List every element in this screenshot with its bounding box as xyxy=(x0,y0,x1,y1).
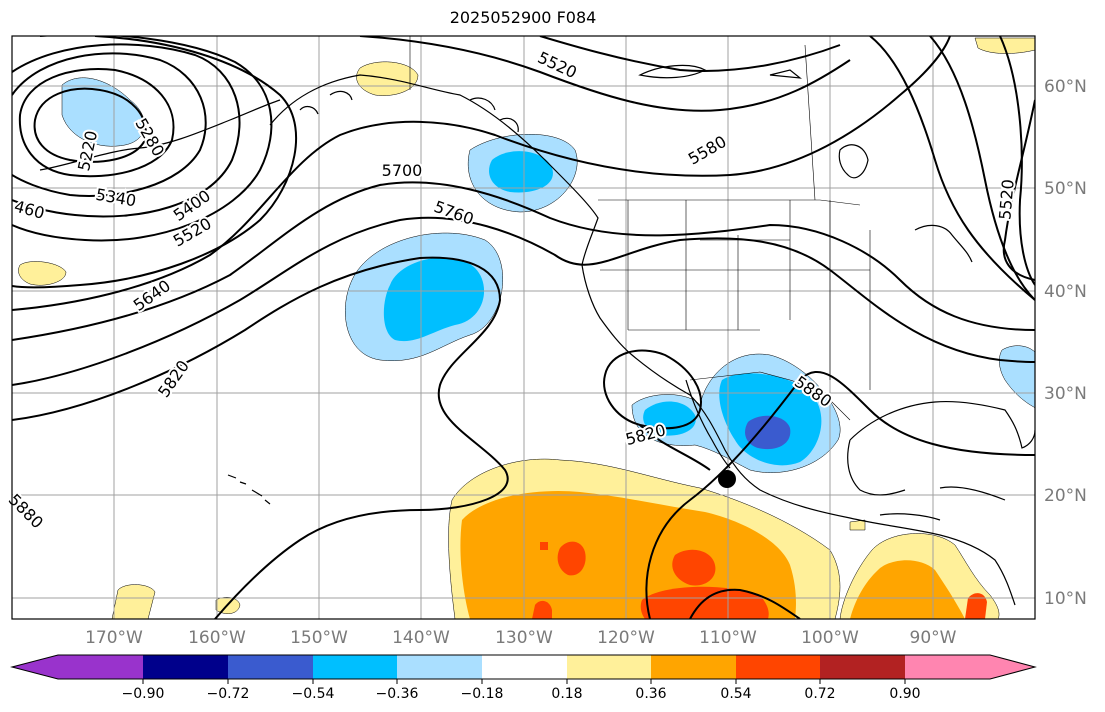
colorbar-swatch xyxy=(736,655,822,679)
lon-label: 150°W xyxy=(290,628,348,648)
anomaly-shading xyxy=(18,37,1035,619)
location-marker-icon xyxy=(718,470,736,488)
colorbar-swatch xyxy=(228,655,314,679)
colorbar-tick-label: −0.36 xyxy=(376,686,419,702)
colorbar-swatch xyxy=(143,655,229,679)
contour-label: 5700 xyxy=(382,161,423,180)
latitude-labels: 60°N 50°N 40°N 30°N 20°N 10°N xyxy=(1044,77,1087,609)
colorbar-tick-label: −0.90 xyxy=(122,686,165,702)
map-title: 2025052900 F084 xyxy=(449,8,597,27)
lon-label: 120°W xyxy=(597,628,655,648)
lon-label: 130°W xyxy=(495,628,553,648)
colorbar-extend-high xyxy=(990,655,1035,679)
colorbar-tick-label: 0.18 xyxy=(551,686,582,702)
colorbar-tick-label: −0.18 xyxy=(461,686,504,702)
lat-label: 50°N xyxy=(1044,179,1087,199)
colorbar-swatch xyxy=(313,655,399,679)
lat-label: 10°N xyxy=(1044,589,1087,609)
colorbar-tick-label: 0.72 xyxy=(804,686,835,702)
colorbar-swatch xyxy=(397,655,483,679)
colorbar-swatch xyxy=(820,655,906,679)
colorbar-extend-low xyxy=(12,655,58,679)
colorbar-outline xyxy=(10,654,1037,680)
colorbar-tick-label: 0.90 xyxy=(889,686,920,702)
colorbar: −0.90 −0.72 −0.54 −0.36 −0.18 0.18 0.36 … xyxy=(10,654,1037,702)
lat-label: 20°N xyxy=(1044,486,1087,506)
lat-label: 60°N xyxy=(1044,77,1087,97)
colorbar-tick-label: −0.72 xyxy=(207,686,250,702)
lon-label: 170°W xyxy=(85,628,143,648)
colorbar-swatch xyxy=(905,655,991,679)
lon-label: 110°W xyxy=(699,628,757,648)
height-contours xyxy=(12,36,1035,619)
lon-label: 160°W xyxy=(188,628,246,648)
colorbar-tick-label: −0.54 xyxy=(292,686,335,702)
colorbar-tick-label: 0.54 xyxy=(720,686,751,702)
colorbar-swatch xyxy=(651,655,737,679)
colorbar-tick-label: 0.36 xyxy=(635,686,666,702)
colorbar-swatch xyxy=(482,655,568,679)
contour-label: 5520 xyxy=(995,178,1017,220)
lon-label: 100°W xyxy=(801,628,859,648)
longitude-labels: 170°W 160°W 150°W 140°W 130°W 120°W 110°… xyxy=(85,628,957,648)
colorbar-swatch xyxy=(567,655,653,679)
lon-label: 90°W xyxy=(910,628,957,648)
lon-label: 140°W xyxy=(392,628,450,648)
colorbar-swatch xyxy=(58,655,144,679)
lat-label: 30°N xyxy=(1044,384,1087,404)
map-frame xyxy=(11,35,1036,620)
lat-label: 40°N xyxy=(1044,282,1087,302)
map-gridlines xyxy=(12,36,1035,619)
